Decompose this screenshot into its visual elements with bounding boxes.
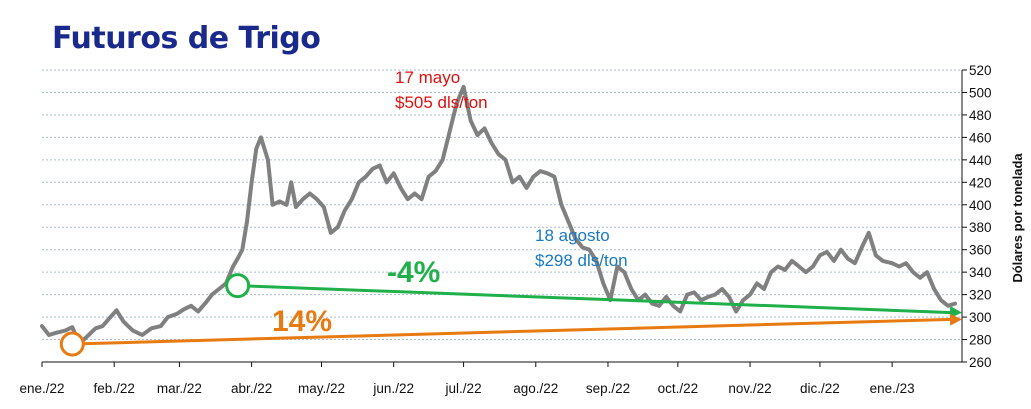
y-tick-label: 340	[969, 265, 992, 280]
annotation-change-orange: 14%	[272, 305, 332, 338]
y-tick-label: 380	[969, 220, 992, 235]
x-tick-label: dic./22	[800, 381, 840, 396]
y-axis-label: Dólares por tonelada	[1010, 153, 1025, 283]
y-tick-label: 360	[969, 243, 992, 258]
annotation-change-green: -4%	[387, 256, 440, 289]
annotation-peak-price: $505 dls/ton	[395, 93, 488, 112]
x-tick-label: nov./22	[728, 381, 771, 396]
y-tick-label: 320	[969, 288, 992, 303]
y-tick-label: 500	[969, 85, 992, 100]
annotation-aug-price: $298 dls/ton	[535, 251, 628, 270]
trend-arrowhead	[949, 313, 962, 326]
x-tick-label: oct./22	[658, 381, 699, 396]
x-tick-label: ene./22	[19, 381, 64, 396]
y-tick-label: 460	[969, 130, 992, 145]
y-tick-labels: 260 280 300 320 340 360 380 400 420 440 460 480 500 5…	[962, 63, 992, 370]
x-tick-labels: ene./22 feb./22 mar./22 abr./22 may./22 jun./…	[19, 362, 915, 396]
marker-circle	[59, 331, 85, 357]
series-layer	[40, 84, 957, 346]
x-tick-label: ene./23	[870, 381, 915, 396]
annotation-peak-date: 17 mayo	[395, 68, 460, 87]
grid-lines	[42, 69, 962, 341]
x-tick-label: sep./22	[586, 381, 630, 396]
marker-circle	[225, 273, 251, 299]
x-tick-label: ago./22	[513, 381, 558, 396]
x-tick-label: mar./22	[157, 381, 202, 396]
annotation-aug-date: 18 agosto	[535, 226, 610, 245]
x-tick-label: jul./22	[445, 381, 482, 396]
markers	[59, 273, 251, 357]
y-tick-label: 400	[969, 198, 992, 213]
y-tick-label: 260	[969, 355, 992, 370]
y-tick-label: 520	[969, 63, 992, 78]
x-tick-label: feb./22	[94, 381, 135, 396]
trend-line	[237, 284, 953, 315]
x-tick-label: jun./22	[372, 381, 414, 396]
y-tick-label: 280	[969, 333, 992, 348]
y-tick-label: 420	[969, 175, 992, 190]
trend-lines	[72, 284, 962, 346]
y-tick-label: 300	[969, 310, 992, 325]
trend-line	[72, 317, 953, 346]
x-tick-label: may./22	[298, 381, 345, 396]
axes	[42, 70, 963, 363]
price-series-line	[40, 84, 957, 346]
y-tick-label: 480	[969, 108, 992, 123]
chart-title: Futuros de Trigo	[52, 21, 320, 56]
x-tick-label: abr./22	[231, 381, 272, 396]
y-tick-label: 440	[969, 153, 992, 168]
